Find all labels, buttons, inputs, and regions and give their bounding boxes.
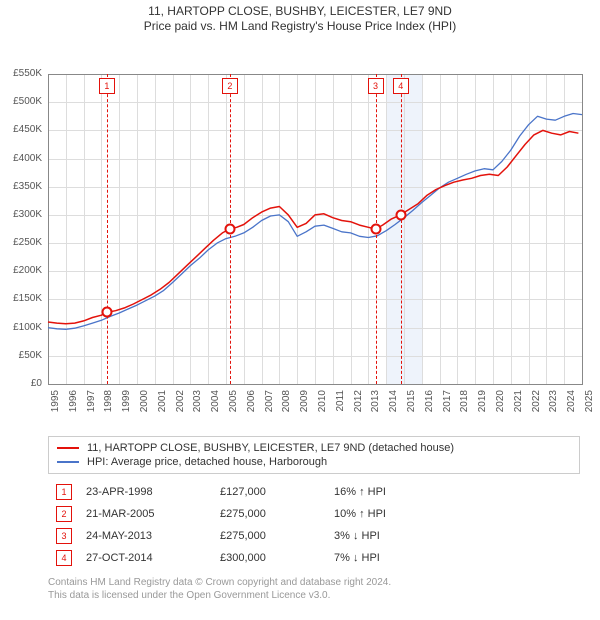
legend: 11, HARTOPP CLOSE, BUSHBY, LEICESTER, LE… bbox=[48, 436, 580, 474]
x-tick-label: 2016 bbox=[424, 390, 435, 420]
x-tick-label: 1999 bbox=[121, 390, 132, 420]
event-marker-box: 4 bbox=[393, 78, 409, 94]
event-marker-dot bbox=[101, 307, 112, 318]
x-tick-label: 2021 bbox=[513, 390, 524, 420]
x-tick-label: 2019 bbox=[477, 390, 488, 420]
x-tick-label: 2022 bbox=[531, 390, 542, 420]
x-tick-label: 2014 bbox=[388, 390, 399, 420]
x-tick-label: 2000 bbox=[139, 390, 150, 420]
event-index-box: 1 bbox=[56, 484, 72, 500]
footer-line-1: Contains HM Land Registry data © Crown c… bbox=[48, 576, 580, 589]
event-date: 23-APR-1998 bbox=[80, 482, 212, 502]
event-marker-dot bbox=[395, 209, 406, 220]
event-marker-box: 1 bbox=[99, 78, 115, 94]
x-tick-label: 2003 bbox=[192, 390, 203, 420]
event-delta: 7% ↓ HPI bbox=[328, 548, 392, 568]
legend-swatch bbox=[57, 461, 79, 463]
event-index-box: 2 bbox=[56, 506, 72, 522]
event-delta: 3% ↓ HPI bbox=[328, 526, 392, 546]
table-row: 1 23-APR-1998£127,00016% ↑ HPI bbox=[50, 482, 392, 502]
x-tick-label: 2012 bbox=[353, 390, 364, 420]
x-tick-label: 2007 bbox=[264, 390, 275, 420]
event-marker-dot bbox=[224, 224, 235, 235]
table-row: 3 24-MAY-2013£275,0003% ↓ HPI bbox=[50, 526, 392, 546]
event-marker-dot bbox=[370, 224, 381, 235]
title-line-2: Price paid vs. HM Land Registry's House … bbox=[0, 19, 600, 34]
series-hpi bbox=[48, 114, 582, 330]
event-price: £275,000 bbox=[214, 504, 326, 524]
x-tick-label: 2015 bbox=[406, 390, 417, 420]
footer: Contains HM Land Registry data © Crown c… bbox=[48, 576, 580, 602]
legend-item: 11, HARTOPP CLOSE, BUSHBY, LEICESTER, LE… bbox=[57, 441, 571, 455]
chart-svg bbox=[0, 34, 584, 386]
x-tick-label: 2017 bbox=[442, 390, 453, 420]
x-tick-label: 2008 bbox=[281, 390, 292, 420]
event-delta: 10% ↑ HPI bbox=[328, 504, 392, 524]
event-delta: 16% ↑ HPI bbox=[328, 482, 392, 502]
event-marker-line bbox=[107, 74, 108, 384]
legend-swatch bbox=[57, 447, 79, 449]
x-tick-label: 2013 bbox=[370, 390, 381, 420]
events-table: 1 23-APR-1998£127,00016% ↑ HPI 2 21-MAR-200… bbox=[48, 480, 394, 570]
x-tick-label: 1995 bbox=[50, 390, 61, 420]
table-row: 2 21-MAR-2005£275,00010% ↑ HPI bbox=[50, 504, 392, 524]
x-tick-label: 2004 bbox=[210, 390, 221, 420]
event-index-box: 4 bbox=[56, 550, 72, 566]
x-tick-label: 2002 bbox=[175, 390, 186, 420]
x-tick-label: 2011 bbox=[335, 390, 346, 420]
x-tick-label: 2023 bbox=[548, 390, 559, 420]
x-tick-label: 2006 bbox=[246, 390, 257, 420]
event-marker-box: 3 bbox=[368, 78, 384, 94]
chart: £0£50K£100K£150K£200K£250K£300K£350K£400… bbox=[0, 34, 600, 430]
x-tick-label: 2025 bbox=[584, 390, 595, 420]
event-date: 24-MAY-2013 bbox=[80, 526, 212, 546]
event-marker-line bbox=[401, 74, 402, 384]
x-tick-label: 2010 bbox=[317, 390, 328, 420]
event-price: £275,000 bbox=[214, 526, 326, 546]
event-date: 21-MAR-2005 bbox=[80, 504, 212, 524]
table-row: 4 27-OCT-2014£300,0007% ↓ HPI bbox=[50, 548, 392, 568]
event-price: £300,000 bbox=[214, 548, 326, 568]
x-tick-label: 2020 bbox=[495, 390, 506, 420]
event-index-box: 3 bbox=[56, 528, 72, 544]
x-tick-label: 2001 bbox=[157, 390, 168, 420]
legend-label: 11, HARTOPP CLOSE, BUSHBY, LEICESTER, LE… bbox=[87, 442, 454, 454]
x-tick-label: 2018 bbox=[459, 390, 470, 420]
x-tick-label: 1998 bbox=[103, 390, 114, 420]
event-price: £127,000 bbox=[214, 482, 326, 502]
x-tick-label: 2005 bbox=[228, 390, 239, 420]
x-tick-label: 1997 bbox=[86, 390, 97, 420]
x-tick-label: 2009 bbox=[299, 390, 310, 420]
legend-item: HPI: Average price, detached house, Harb… bbox=[57, 455, 571, 469]
footer-line-2: This data is licensed under the Open Gov… bbox=[48, 589, 580, 602]
title-line-1: 11, HARTOPP CLOSE, BUSHBY, LEICESTER, LE… bbox=[0, 0, 600, 19]
event-marker-box: 2 bbox=[222, 78, 238, 94]
legend-label: HPI: Average price, detached house, Harb… bbox=[87, 456, 327, 468]
x-tick-label: 1996 bbox=[68, 390, 79, 420]
event-date: 27-OCT-2014 bbox=[80, 548, 212, 568]
x-tick-label: 2024 bbox=[566, 390, 577, 420]
